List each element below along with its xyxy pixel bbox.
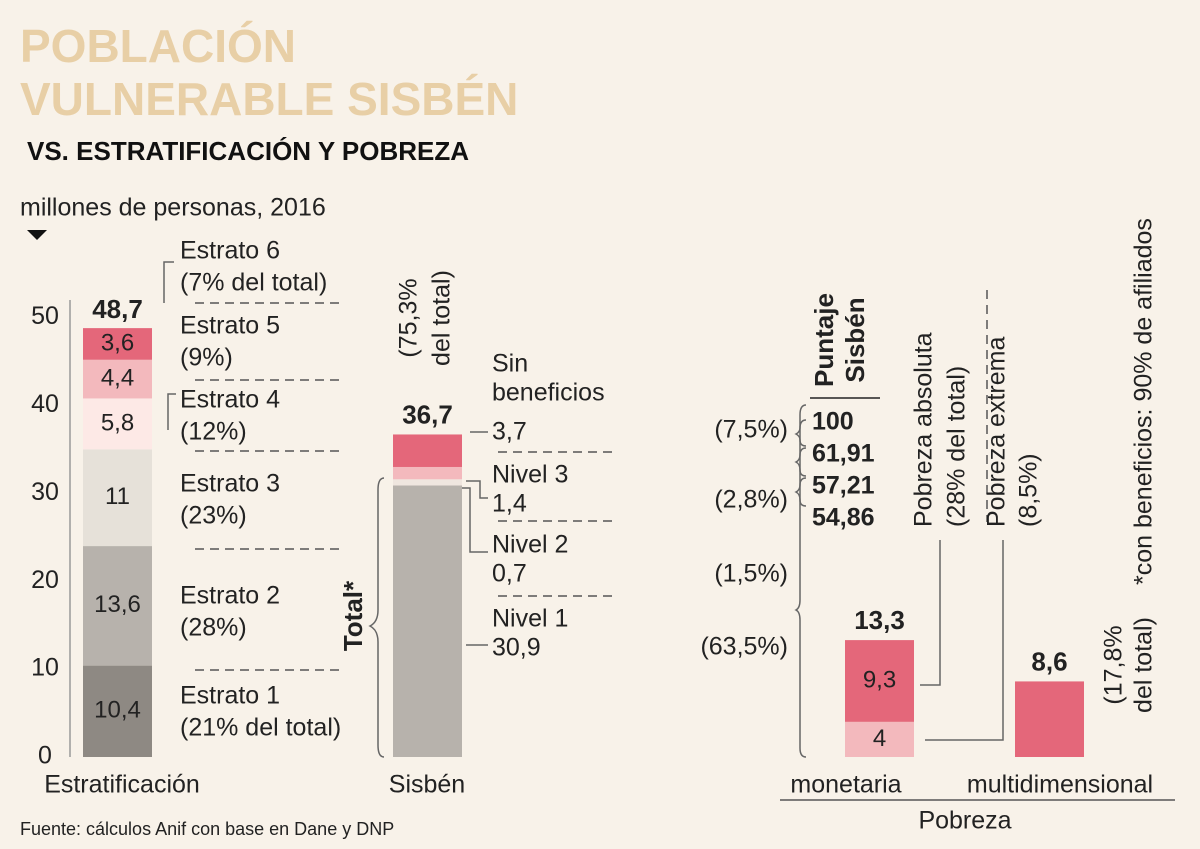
segment-label: (9%): [180, 344, 233, 372]
segment-label: (28% del total): [943, 366, 971, 527]
total-label: 36,7: [402, 399, 453, 429]
segment-label: (28%): [180, 614, 247, 642]
segment-label: Estrato 1: [180, 682, 280, 710]
value-label: 4,4: [101, 364, 134, 391]
value-label: 10,4: [94, 697, 141, 724]
segment-label: (7% del total): [180, 269, 327, 297]
segment-label: (8,5%): [1015, 453, 1043, 527]
total-brace: [368, 477, 385, 758]
y-tick-label: 0: [38, 742, 52, 770]
segment-label: beneficios: [492, 379, 605, 407]
category-label: Estratificación: [44, 771, 200, 799]
y-tick-label: 50: [31, 302, 59, 330]
leader: [167, 393, 176, 430]
unit-label: millones de personas, 2016: [20, 194, 326, 222]
title-line: POBLACIÓN: [20, 20, 296, 72]
y-tick-label: 20: [31, 566, 59, 594]
bar-segment: [393, 485, 462, 757]
y-tick-label: 30: [31, 478, 59, 506]
bar-segment: [83, 328, 152, 360]
segment-label: (12%): [180, 418, 247, 446]
score: 100: [812, 408, 854, 436]
bar-segment: [1015, 681, 1084, 757]
bar-segment: [845, 721, 914, 757]
bar-note: (75,3%: [395, 278, 423, 357]
score-share: (7,5%): [714, 416, 788, 444]
value-label: 11: [105, 483, 130, 510]
score: 57,21: [812, 472, 875, 500]
segment-label: Estrato 5: [180, 312, 280, 340]
bar-segment: [83, 449, 152, 547]
category-label: Sisbén: [389, 771, 465, 799]
value-label: 0,7: [492, 560, 527, 588]
y-tick-label: 40: [31, 390, 59, 418]
score-brace: [794, 404, 807, 758]
bracket-label: Total*: [338, 580, 368, 651]
bar-segment: [83, 359, 152, 399]
unit-arrow: [27, 230, 47, 240]
bar-segment: [83, 665, 152, 757]
value-label: 3,6: [101, 329, 134, 356]
value-label: 9,3: [863, 666, 896, 693]
bar-segment: [845, 640, 914, 722]
value-label: 30,9: [492, 634, 541, 662]
bar-note: (17,8%: [1100, 625, 1128, 704]
value-label: 13,6: [94, 591, 141, 618]
y-tick-label: 10: [31, 654, 59, 682]
source: Fuente: cálculos Anif con base en Dane y…: [20, 819, 394, 839]
score-title: Puntaje: [809, 293, 839, 387]
bar-segment: [83, 398, 152, 450]
group-label: Pobreza: [918, 807, 1011, 835]
segment-label: Estrato 4: [180, 386, 280, 414]
segment-label: Nivel 1: [492, 605, 568, 633]
segment-label: (21% del total): [180, 714, 341, 742]
score: 61,91: [812, 440, 875, 468]
total-label: 8,6: [1031, 646, 1067, 676]
leader: [163, 261, 174, 303]
segment-label: Estrato 3: [180, 470, 280, 498]
score-brace: [794, 419, 807, 447]
leader: [925, 540, 1004, 741]
value-label: 4: [873, 725, 886, 752]
category-label: monetaria: [790, 771, 901, 799]
score-share: (63,5%): [700, 633, 788, 661]
segment-label: Pobreza absoluta: [910, 332, 938, 527]
bar-segment: [83, 546, 152, 666]
score-brace: [794, 477, 807, 507]
segment-label: Sin: [492, 350, 528, 378]
category-label: multidimensional: [967, 771, 1153, 799]
bar-segment: [393, 479, 462, 486]
score-brace: [794, 447, 807, 477]
segment-label: Nivel 2: [492, 531, 568, 559]
leader: [462, 487, 488, 553]
leader: [920, 540, 941, 686]
total-label: 13,3: [854, 605, 905, 635]
score-share: (2,8%): [714, 486, 788, 514]
segment-label: Nivel 3: [492, 461, 568, 489]
leader: [466, 480, 488, 499]
bar-segment: [393, 466, 462, 480]
subtitle: VS. ESTRATIFICACIÓN Y POBREZA: [27, 136, 469, 166]
value-label: 3,7: [492, 418, 527, 446]
segment-label: Estrato 2: [180, 582, 280, 610]
segment-label: Estrato 6: [180, 237, 280, 265]
bar-segment: [393, 434, 462, 467]
score: 54,86: [812, 504, 875, 532]
segment-label: (23%): [180, 502, 247, 530]
segment-label: Pobreza extrema: [983, 337, 1011, 527]
value-label: 1,4: [492, 490, 527, 518]
total-label: 48,7: [92, 294, 143, 324]
bar-note: del total): [428, 270, 456, 366]
bar-note: del total): [1130, 617, 1158, 713]
value-label: 5,8: [101, 409, 134, 436]
footnote: *con beneficios: 90% de afiliados: [1130, 218, 1158, 585]
score-share: (1,5%): [714, 560, 788, 588]
score-title: Sisbén: [840, 297, 870, 382]
title-line: VULNERABLE SISBÉN: [20, 73, 518, 125]
